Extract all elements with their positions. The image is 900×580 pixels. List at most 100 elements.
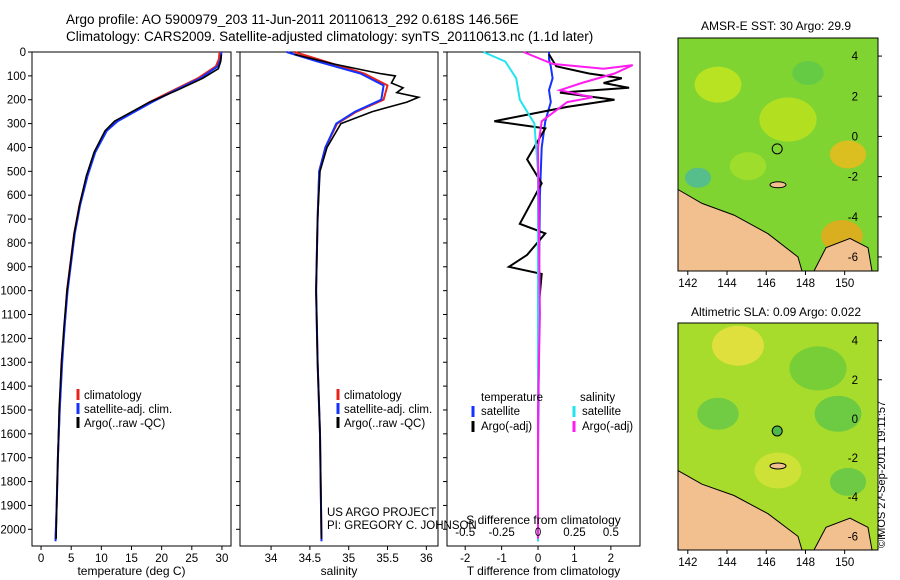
- y-tick-label: 2000: [0, 524, 26, 536]
- x-tick-label-top-difference: 0.25: [563, 527, 585, 539]
- x-tick-label-difference: -2: [460, 553, 470, 565]
- legend-label-temperature: satellite-adj. clim.: [84, 404, 172, 416]
- x-tick-label-top-difference: 0: [535, 527, 541, 539]
- sla-map-field-patch: [814, 395, 862, 432]
- sla-map-y-tick-label: -2: [848, 453, 858, 465]
- sla-map-island: [769, 462, 787, 470]
- x-axis-label-temperature: temperature (deg C): [77, 564, 185, 578]
- sst-map-y-tick-label: 0: [852, 131, 858, 143]
- sst-map-field-patch: [829, 140, 867, 169]
- legend-label-temperature: Argo(..raw -QC): [84, 418, 165, 430]
- sst-map-x-tick-label: 148: [796, 278, 815, 290]
- sst-map-land: [677, 188, 803, 272]
- series-line-temperature-2: [55, 54, 223, 539]
- y-tick-label: 0: [20, 47, 26, 59]
- sst-map-x-tick-label: 146: [757, 278, 776, 290]
- sla-map-argo-marker: [771, 425, 783, 437]
- x-tick-label-temperature: 5: [68, 553, 74, 565]
- x-axis-label-difference: T difference from climatology: [467, 564, 621, 578]
- sst-map-land: [813, 237, 873, 272]
- sla-map-x-tick-label: 150: [835, 557, 854, 569]
- project-credit: US ARGO PROJECT: [327, 507, 437, 519]
- sla-map-x-tick-label: 148: [796, 557, 815, 569]
- y-tick-label: 400: [7, 142, 26, 154]
- legend-label-difference: Argo(-adj): [481, 421, 532, 433]
- series-line-salinity-1: [286, 51, 385, 542]
- y-tick-label: 1600: [0, 429, 26, 441]
- legend-label-difference: satellite: [481, 406, 520, 418]
- x-tick-label-temperature: 0: [38, 553, 44, 565]
- legend-header-temperature: temperature: [481, 392, 543, 404]
- sst-map-y-tick-label: 4: [852, 51, 859, 63]
- sla-map-field-patch: [789, 346, 847, 391]
- figure-title-line1: Argo profile: AO 5900979_203 11-Jun-2011…: [66, 12, 519, 27]
- sla-map-land: [813, 517, 873, 551]
- sst-map-x-tick-label: 142: [678, 278, 697, 290]
- sla-map-y-tick-label: 2: [852, 375, 858, 387]
- series-line-temperature-0: [54, 51, 221, 542]
- series-line-salinity-0: [294, 51, 389, 542]
- y-tick-label: 200: [7, 95, 26, 107]
- pi-credit: PI: GREGORY C. JOHNSON: [327, 520, 477, 532]
- legend-label-difference: satellite: [582, 406, 621, 418]
- x-tick-label-difference: 2: [608, 553, 614, 565]
- plot-frame-temperature: [31, 51, 232, 547]
- sst-map-field-patch: [792, 60, 824, 85]
- sst-map-y-tick-label: 2: [852, 91, 858, 103]
- x-tick-label-temperature: 15: [125, 553, 138, 565]
- series-line-temperature-1: [54, 51, 223, 542]
- sst-map-field-patch: [729, 152, 767, 181]
- y-tick-label: 1000: [0, 286, 26, 298]
- figure-title-line2: Climatology: CARS2009. Satellite-adjuste…: [66, 29, 594, 44]
- plot-frame-difference: [446, 51, 641, 547]
- x-tick-label-salinity: 34: [265, 553, 278, 565]
- plot-frame-salinity: [239, 51, 439, 547]
- sla-map-y-tick-label: -4: [848, 492, 859, 504]
- y-tick-label: 300: [7, 119, 26, 131]
- y-tick-label: 500: [7, 166, 26, 178]
- legend-label-salinity: Argo(..raw -QC): [344, 418, 425, 430]
- y-tick-label: 1900: [0, 500, 26, 512]
- sla-map-y-tick-label: 4: [852, 336, 859, 348]
- y-tick-label: 900: [7, 262, 26, 274]
- legend-label-salinity: climatology: [344, 390, 402, 402]
- sla-map-title: Altimetric SLA: 0.09 Argo: 0.022: [690, 305, 862, 319]
- series-line-difference-3: [523, 51, 634, 539]
- x-axis-label-salinity: salinity: [321, 564, 358, 578]
- x-tick-label-temperature: 25: [185, 553, 198, 565]
- y-tick-label: 1700: [0, 453, 26, 465]
- sla-map-x-tick-label: 146: [757, 557, 776, 569]
- sla-map-land: [677, 469, 803, 551]
- y-tick-label: 1800: [0, 477, 26, 489]
- series-line-difference-2: [483, 51, 539, 542]
- y-tick-label: 1300: [0, 357, 26, 369]
- y-tick-label: 1400: [0, 381, 26, 393]
- x-tick-label-difference: 0: [535, 553, 541, 565]
- x-axis-label-top-difference: S difference from climatology: [466, 513, 621, 527]
- y-tick-label: 600: [7, 190, 26, 202]
- sst-map-argo-marker: [771, 143, 783, 155]
- sla-map-field-patch: [829, 467, 867, 496]
- legend-header-salinity: salinity: [580, 392, 615, 404]
- series-line-salinity-2: [294, 53, 422, 539]
- series-line-difference-1: [494, 53, 630, 539]
- sla-map-field-patch: [712, 325, 764, 366]
- y-tick-label: 1200: [0, 333, 26, 345]
- sst-map-title: AMSR-E SST: 30 Argo: 29.9: [700, 19, 852, 33]
- sst-map-field-patch: [685, 167, 711, 188]
- x-tick-label-temperature: 30: [216, 553, 229, 565]
- sst-map-island: [769, 181, 787, 189]
- x-tick-label-difference: 1: [571, 553, 577, 565]
- x-tick-label-temperature: 10: [95, 553, 108, 565]
- sla-map-field-patch: [754, 452, 802, 489]
- sst-map-x-tick-label: 150: [835, 278, 854, 290]
- legend-label-temperature: climatology: [84, 390, 142, 402]
- sst-map-y-tick-label: -4: [848, 212, 859, 224]
- y-tick-label: 1100: [1, 310, 26, 322]
- x-tick-label-salinity: 36: [420, 553, 433, 565]
- sla-map-x-tick-label: 142: [678, 557, 697, 569]
- legend-label-salinity: satellite-adj. clim.: [344, 404, 432, 416]
- sst-map-field-patch: [694, 66, 742, 103]
- x-tick-label-top-difference: -0.25: [489, 527, 515, 539]
- x-tick-label-temperature: 20: [155, 553, 168, 565]
